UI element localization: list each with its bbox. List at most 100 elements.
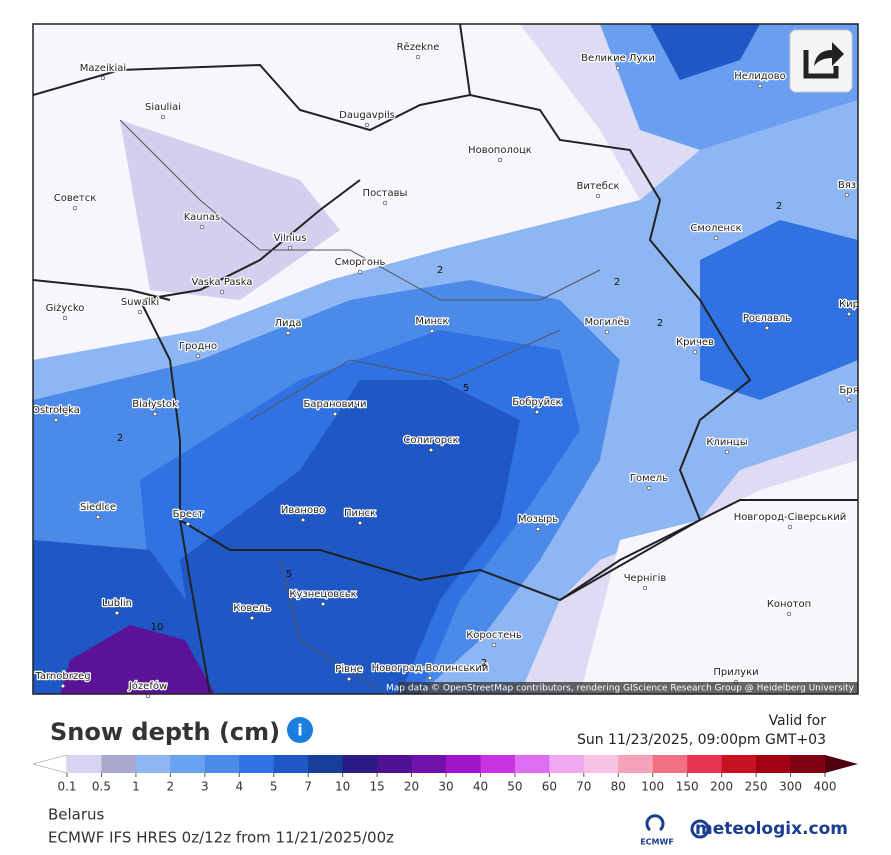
place-label: Витебск [576, 181, 619, 192]
place-dot [62, 315, 68, 321]
info-button[interactable]: i [287, 717, 313, 743]
place-dot [357, 520, 363, 526]
color-swatch [480, 755, 516, 773]
place-dot [249, 615, 255, 621]
place-label: Могилёв [585, 317, 630, 328]
valid-label: Valid for [769, 713, 827, 729]
place-labels: Mazeikiai Rēzekne Великие Луки Нелидово Siau… [31, 41, 860, 699]
place-label: Сморгонь [335, 257, 386, 268]
tick-label: 150 [676, 780, 699, 794]
legend-title: Snow depth (cm) [50, 718, 280, 746]
place-label: Новополоцк [468, 145, 532, 156]
contour-label: 2 [657, 318, 663, 329]
place-dot [332, 411, 338, 417]
place-label: Гродно [179, 341, 217, 352]
tick-label: 80 [611, 780, 626, 794]
share-button[interactable] [789, 29, 853, 93]
color-swatch [204, 755, 240, 773]
place-dot [787, 524, 793, 530]
place-label: Рівне [335, 663, 362, 675]
place-label: Минск [415, 316, 448, 327]
place-label: Пинск [344, 508, 376, 519]
tick-label: 0.5 [92, 780, 111, 794]
place-label: Siauliai [145, 102, 181, 113]
place-label: Новгород-Сіверський [734, 511, 846, 523]
low-arrow [32, 754, 68, 774]
place-dot [692, 349, 698, 355]
color-swatch [101, 755, 137, 773]
place-dot [724, 449, 730, 455]
contour-label: 5 [463, 383, 469, 394]
color-swatch [790, 755, 826, 773]
place-dot [364, 122, 370, 128]
brand-logo [690, 819, 710, 839]
place-label: Мозырь [518, 514, 558, 525]
contour-label: 10 [151, 622, 164, 633]
place-label: Бобруйск [512, 397, 561, 408]
place-label: Прилуки [713, 667, 758, 678]
contour-label: 2 [481, 658, 487, 669]
place-dot [53, 417, 59, 423]
place-label: Советск [54, 193, 97, 204]
map-frame [32, 23, 859, 695]
tick-label: 400 [814, 780, 837, 794]
valid-time: Sun 11/23/2025, 09:00pm GMT+03 [577, 732, 826, 748]
place-dot [415, 54, 421, 60]
place-label: Suwalki [121, 297, 159, 308]
ecmwf-label: ECMWF [640, 838, 674, 847]
place-dot [185, 521, 191, 527]
place-dot [595, 193, 601, 199]
place-label: Siedlce [80, 502, 116, 513]
place-dot [285, 330, 291, 336]
brand: meteologix.com [695, 819, 848, 839]
color-swatch [721, 755, 757, 773]
place-dot [300, 517, 306, 523]
place-label: Барановичи [304, 399, 367, 410]
tick-label: 70 [576, 780, 591, 794]
place-label: Рославль [743, 313, 791, 324]
color-swatch [618, 755, 654, 773]
place-dot [844, 192, 850, 198]
place-label: Брест [173, 509, 204, 520]
place-dot [427, 675, 433, 681]
place-dot [535, 526, 541, 532]
tick-label: 50 [507, 780, 522, 794]
place-label: Vilnius [274, 233, 307, 244]
tick-label: 100 [641, 780, 664, 794]
tick-label: 15 [369, 780, 384, 794]
color-swatch [67, 755, 102, 773]
place-label: Новоград-Волинський [372, 663, 489, 674]
tick-label: 0.1 [57, 780, 76, 794]
color-swatch [687, 755, 723, 773]
place-dot [534, 409, 540, 415]
tick-label: 3 [201, 780, 209, 794]
place-label: Иваново [281, 505, 325, 516]
place-dot [160, 114, 166, 120]
svg-text:i: i [297, 721, 302, 740]
place-dot [615, 65, 621, 71]
tick-label: 200 [710, 780, 733, 794]
contour-label: 2 [117, 433, 123, 444]
place-dot [219, 289, 225, 295]
color-swatch [135, 755, 171, 773]
place-label: Вяз [838, 180, 856, 191]
color-bar: 0.1 0.5 1 2 3 4 5 7 10 15 20 30 40 50 60 70 80 100 150 200 2… [32, 754, 858, 794]
tick-label: 2 [167, 780, 175, 794]
color-swatch [756, 755, 792, 773]
contour-label: 2 [437, 265, 443, 276]
region: Belarus [48, 806, 105, 824]
place-dot [846, 397, 852, 403]
tick-label: 300 [779, 780, 802, 794]
place-label: Кир [839, 299, 859, 310]
tick-label: 4 [235, 780, 243, 794]
place-label: Kaunas [184, 212, 221, 223]
place-dot [646, 485, 652, 491]
place-label: Mazeikiai [80, 63, 126, 74]
color-swatch [377, 755, 413, 773]
place-label: Józefów [128, 680, 167, 692]
tick-label: 7 [304, 780, 312, 794]
place-label: Нелидово [734, 71, 786, 82]
place-dot [757, 83, 763, 89]
color-swatch [549, 755, 585, 773]
